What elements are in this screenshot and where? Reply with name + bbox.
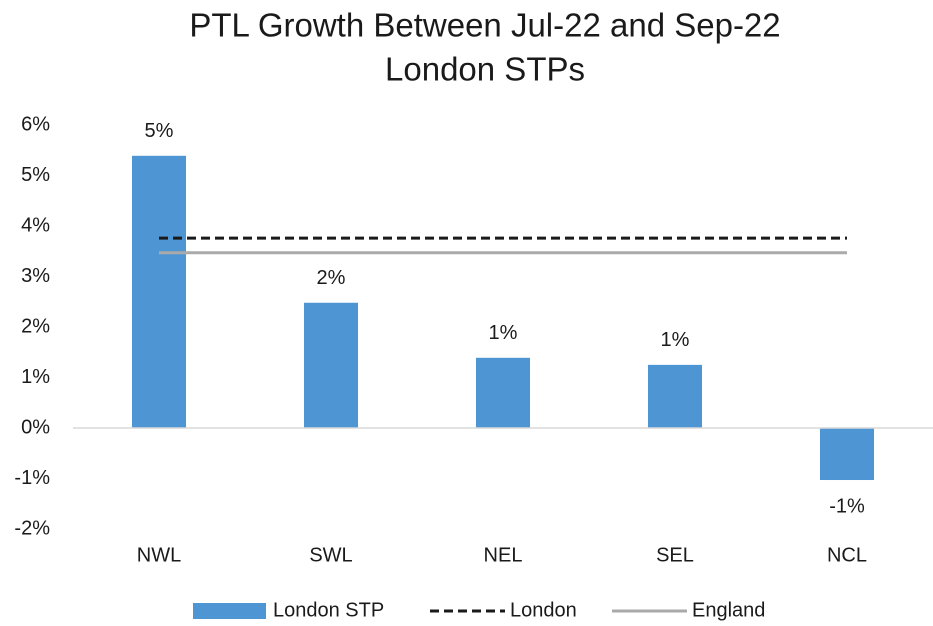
y-tick-label: 6% xyxy=(21,113,50,135)
data-label: 5% xyxy=(145,120,174,142)
legend-label: London STP xyxy=(273,599,384,621)
bar xyxy=(648,364,702,428)
y-tick-label: 3% xyxy=(21,265,50,287)
chart-subtitle: London STPs xyxy=(385,51,585,88)
legend-label: England xyxy=(692,599,765,621)
y-tick-label: 4% xyxy=(21,214,50,236)
x-tick-label: NCL xyxy=(827,544,867,566)
x-tick-label: NEL xyxy=(484,544,523,566)
data-label: 1% xyxy=(661,329,690,351)
y-tick-label: 5% xyxy=(21,164,50,186)
y-tick-label: 2% xyxy=(21,315,50,337)
y-tick-label: -2% xyxy=(14,517,50,539)
legend-swatch xyxy=(193,603,266,619)
bar xyxy=(476,357,530,428)
x-tick-label: NWL xyxy=(137,544,181,566)
y-tick-label: 0% xyxy=(21,416,50,438)
x-tick-label: SEL xyxy=(656,544,694,566)
y-tick-label: 1% xyxy=(21,366,50,388)
legend-label: London xyxy=(510,599,577,621)
bar xyxy=(820,428,874,481)
bar xyxy=(304,302,358,428)
bar xyxy=(132,155,186,428)
chart-title: PTL Growth Between Jul-22 and Sep-22 xyxy=(189,7,780,44)
data-label: 2% xyxy=(317,267,346,289)
y-tick-label: -1% xyxy=(14,467,50,489)
x-tick-label: SWL xyxy=(309,544,352,566)
data-label: 1% xyxy=(489,322,518,344)
data-label: -1% xyxy=(829,495,865,517)
